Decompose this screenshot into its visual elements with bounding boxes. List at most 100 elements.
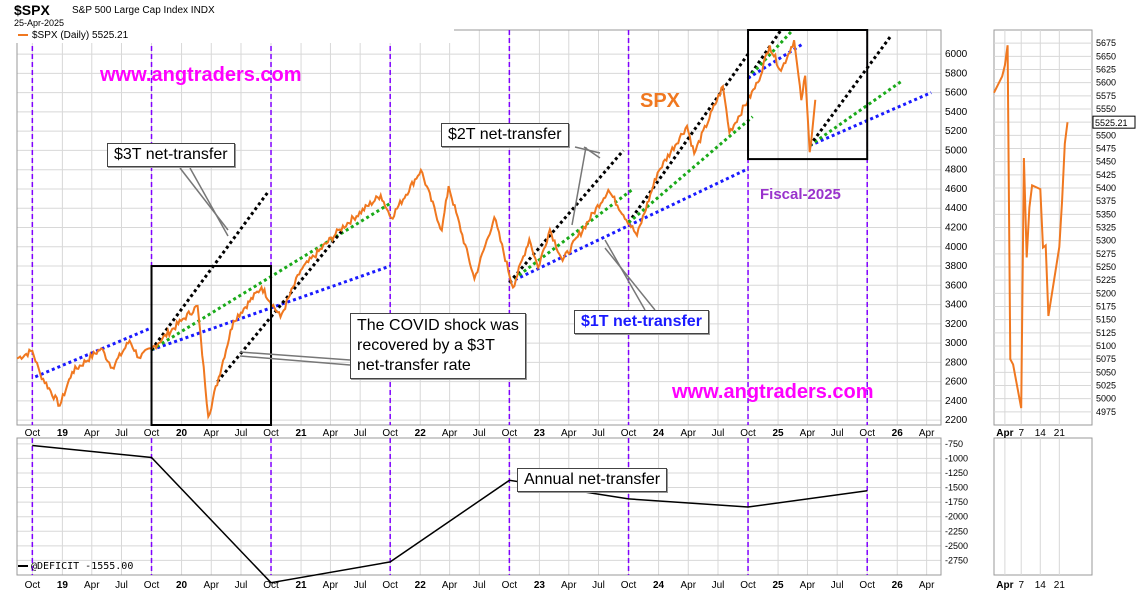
y-tick-label: 5200 — [945, 126, 968, 137]
chart-date: 25-Apr-2025 — [14, 18, 65, 28]
x-tick-label-bottom: Jul — [831, 580, 844, 591]
leader-line — [604, 247, 656, 311]
y-tick-label: 4200 — [945, 223, 968, 234]
x-tick-label-bottom: Oct — [859, 580, 875, 591]
symbol-label: $SPX — [14, 2, 50, 18]
x-tick-label-bottom: 20 — [176, 580, 188, 591]
y-tick-label: 4600 — [945, 184, 968, 195]
highlight-box — [747, 29, 869, 161]
zoom-x-tick-label: Apr — [996, 580, 1013, 591]
zoom-x-tick-label: 7 — [1018, 580, 1024, 591]
zoom-x-tick-label: Apr — [996, 428, 1013, 439]
x-tick-label-top: 25 — [773, 428, 785, 439]
zoom-y-tick-label: 5550 — [1096, 104, 1116, 114]
x-tick-label-top: Apr — [323, 428, 339, 439]
x-tick-label-top: Oct — [263, 428, 279, 439]
zoom-y-tick-label: 5625 — [1096, 65, 1116, 75]
spx-label: SPX — [640, 90, 681, 112]
zoom-y-tick-label: 5400 — [1096, 183, 1116, 193]
deficit-series — [32, 444, 868, 584]
annotation-2t: $2T net-transfer — [441, 123, 569, 147]
x-tick-label-top: Jul — [115, 428, 128, 439]
watermark-top: www.angtraders.com — [100, 64, 302, 86]
x-tick-label-top: Jul — [712, 428, 725, 439]
axes: Oct Oct 19 19 Apr Apr Jul Jul Oct Oct 20 20 Apr Apr Ju… — [25, 49, 968, 591]
annotation-leaders — [179, 146, 656, 366]
trend-3t — [216, 228, 345, 383]
deficit-tick-label: -1250 — [945, 468, 968, 478]
x-tick-label-bottom: Apr — [561, 580, 577, 591]
y-tick-label: 5800 — [945, 68, 968, 79]
x-tick-label-bottom: Jul — [712, 580, 725, 591]
trend-3t — [150, 191, 269, 351]
last-price-tag — [1092, 115, 1136, 129]
x-tick-label-bottom: Oct — [25, 580, 41, 591]
x-tick-label-top: Jul — [235, 428, 248, 439]
x-tick-label-top: Apr — [442, 428, 458, 439]
x-tick-label-top: 21 — [295, 428, 307, 439]
y-tick-label: 5000 — [945, 145, 968, 156]
zoom-y-tick-label: 5500 — [1096, 130, 1116, 140]
x-tick-label-top: Oct — [859, 428, 875, 439]
x-tick-label-bottom: Apr — [203, 580, 219, 591]
highlight-boxes — [150, 29, 869, 426]
y-tick-label: 2600 — [945, 377, 968, 388]
highlight-box — [150, 265, 273, 426]
y-tick-label: 4400 — [945, 203, 968, 214]
trend-3t — [508, 149, 625, 284]
zoom-x-tick-label: 21 — [1054, 428, 1066, 439]
deficit-line — [32, 444, 868, 584]
x-tick-label-top: Apr — [203, 428, 219, 439]
x-tick-label-top: Apr — [84, 428, 100, 439]
index-name: S&P 500 Large Cap Index INDX — [72, 5, 215, 16]
deficit-tick-label: -1750 — [945, 497, 968, 507]
x-tick-label-top: 19 — [57, 428, 69, 439]
zoom-y-tick-label: 5075 — [1096, 354, 1116, 364]
annotation-1t: $1T net-transfer — [574, 310, 709, 334]
x-tick-label-bottom: Oct — [144, 580, 160, 591]
y-tick-label: 2800 — [945, 357, 968, 368]
x-tick-label-bottom: Apr — [681, 580, 697, 591]
x-tick-label-top: Jul — [354, 428, 367, 439]
trend-3t — [746, 29, 783, 80]
x-tick-label-top: Oct — [740, 428, 756, 439]
deficit-swatch — [18, 565, 28, 567]
trend-3t — [627, 53, 750, 224]
trend-3t — [808, 33, 893, 147]
zoom-y-tick-label: 5050 — [1096, 367, 1116, 377]
trend-2t — [808, 79, 903, 147]
deficit-tick-label: -1000 — [945, 453, 968, 463]
x-tick-label-bottom: Jul — [115, 580, 128, 591]
deficit-legend-text: @DEFICIT -1555.00 — [31, 561, 134, 572]
x-tick-label-bottom: Jul — [235, 580, 248, 591]
zoom-y-tick-label: 5225 — [1096, 275, 1116, 285]
x-tick-label-top: 23 — [534, 428, 546, 439]
y-tick-label: 5600 — [945, 88, 968, 99]
trend-2t — [746, 28, 794, 80]
zoom-y-tick-label: 5000 — [1096, 394, 1116, 404]
zoom-y-tick-label: 5650 — [1096, 51, 1116, 61]
zoom-y-tick-label: 5575 — [1096, 91, 1116, 101]
y-tick-label: 3800 — [945, 261, 968, 272]
leader-line — [239, 351, 351, 361]
trend-2t — [508, 187, 635, 284]
leader-line — [189, 167, 229, 237]
zoom-y-tick-label: 5675 — [1096, 38, 1116, 48]
x-tick-label-top: 22 — [415, 428, 427, 439]
leader-line — [583, 146, 601, 159]
zoom-y-tick-label: 5475 — [1096, 144, 1116, 154]
x-tick-label-top: Oct — [144, 428, 160, 439]
x-tick-label-top: Apr — [561, 428, 577, 439]
x-tick-label-bottom: Apr — [800, 580, 816, 591]
x-tick-label-bottom: Jul — [592, 580, 605, 591]
y-tick-label: 3600 — [945, 280, 968, 291]
x-tick-label-top: Oct — [382, 428, 398, 439]
x-tick-label-bottom: 21 — [295, 580, 307, 591]
y-tick-label: 2200 — [945, 415, 968, 426]
zoom-x-tick-label: 14 — [1035, 428, 1047, 439]
panel-frame — [16, 437, 942, 576]
zoom-x-tick-label: 14 — [1035, 580, 1047, 591]
zoom-price-line — [993, 45, 1069, 409]
x-tick-label-bottom: Apr — [442, 580, 458, 591]
